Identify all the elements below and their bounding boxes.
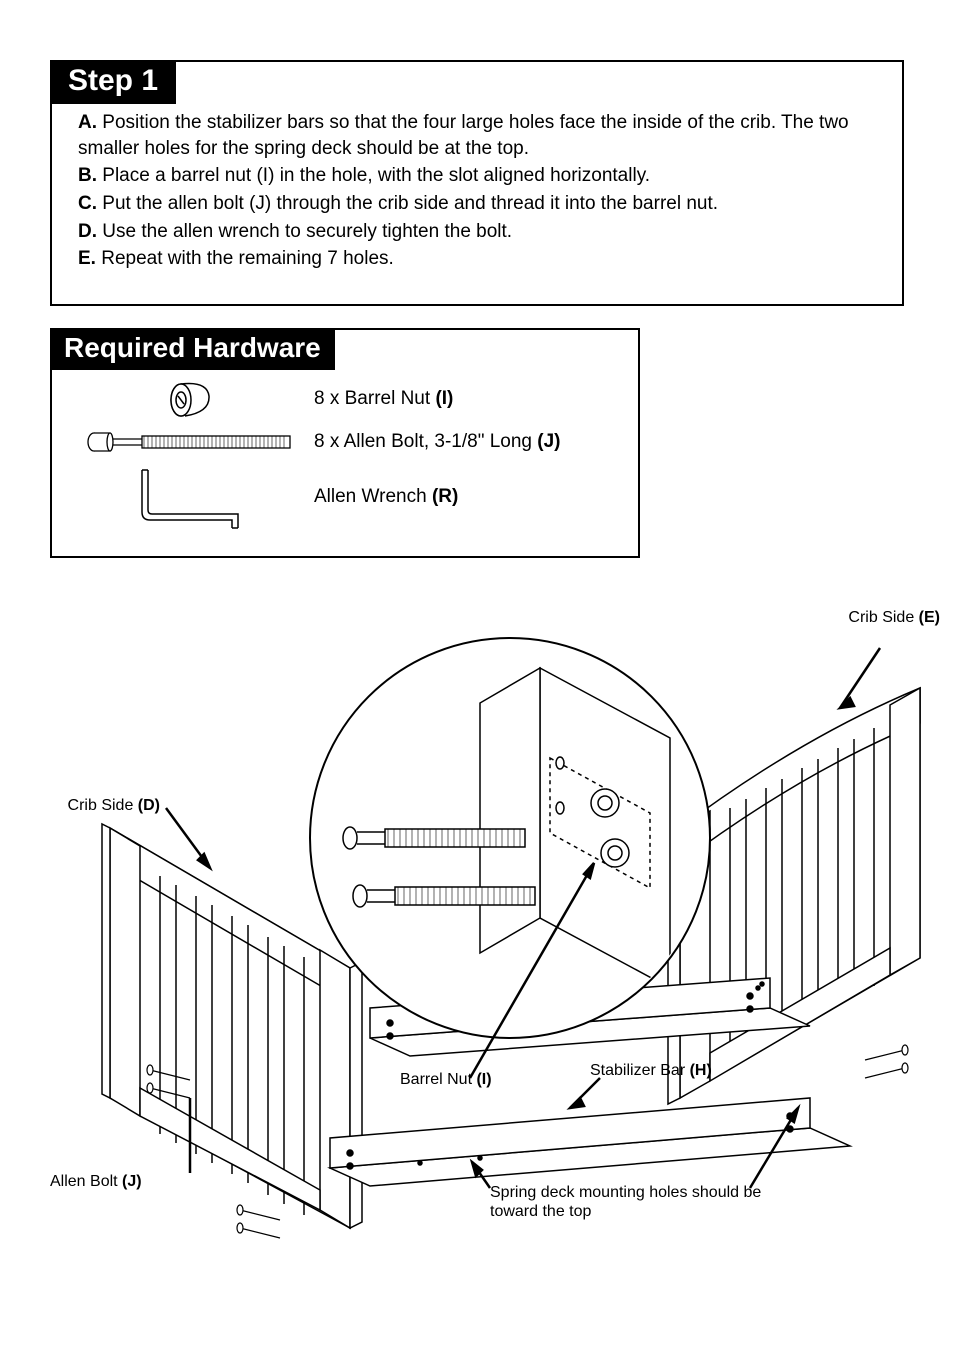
- hardware-label-allen-wrench: Allen Wrench (R): [314, 486, 458, 508]
- label-crib-side-e: Crib Side (E): [780, 608, 940, 627]
- instruction-b: B. Place a barrel nut (I) in the hole, w…: [78, 163, 876, 189]
- bolts-right-drawing: [865, 1045, 908, 1078]
- label-crib-side-d: Crib Side (D): [40, 796, 160, 815]
- allen-bolt-icon: [64, 428, 314, 456]
- label-spring-deck-note: Spring deck mounting holes should be tow…: [490, 1183, 770, 1221]
- label-barrel-nut: Barrel Nut (I): [400, 1070, 492, 1089]
- step-tab: Step 1: [50, 60, 176, 104]
- allen-wrench-icon: [64, 462, 314, 532]
- hardware-label-barrel-nut: 8 x Barrel Nut (I): [314, 388, 453, 410]
- hardware-row-barrel-nut: 8 x Barrel Nut (I): [64, 376, 626, 422]
- assembly-diagram: Crib Side (E) Crib Side (D) Stabilizer B…: [50, 608, 950, 1268]
- instruction-e: E. Repeat with the remaining 7 holes.: [78, 246, 876, 272]
- crib-side-e-drawing: [668, 688, 920, 1104]
- detail-circle-drawing: [310, 638, 710, 1038]
- hardware-tab: Required Hardware: [50, 328, 335, 370]
- instruction-d: D. Use the allen wrench to securely tigh…: [78, 219, 876, 245]
- step-box: Step 1 A. Position the stabilizer bars s…: [50, 60, 904, 306]
- barrel-nut-icon: [64, 376, 314, 422]
- label-allen-bolt: Allen Bolt (J): [50, 1172, 142, 1191]
- instruction-c: C. Put the allen bolt (J) through the cr…: [78, 191, 876, 217]
- hardware-label-allen-bolt: 8 x Allen Bolt, 3-1/8" Long (J): [314, 431, 561, 453]
- hardware-row-allen-wrench: Allen Wrench (R): [64, 462, 626, 532]
- required-hardware-box: Required Hardware 8 x Barrel Nut (I): [50, 328, 640, 558]
- label-stabilizer-bar: Stabilizer Bar (H): [590, 1061, 712, 1080]
- instruction-list: A. Position the stabilizer bars so that …: [78, 110, 876, 272]
- instruction-a: A. Position the stabilizer bars so that …: [78, 110, 876, 161]
- stabilizer-bar-front-drawing: [330, 1098, 850, 1186]
- hardware-row-allen-bolt: 8 x Allen Bolt, 3-1/8" Long (J): [64, 428, 626, 456]
